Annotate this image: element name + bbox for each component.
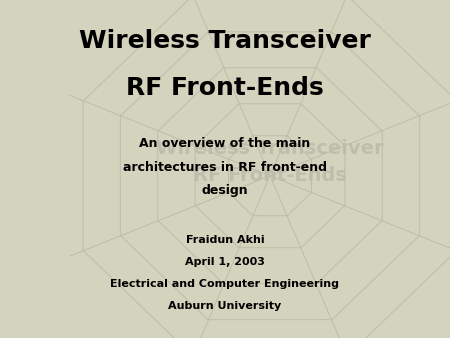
Text: Electrical and Computer Engineering: Electrical and Computer Engineering bbox=[111, 279, 339, 289]
Text: An overview of the main: An overview of the main bbox=[140, 137, 310, 150]
Text: architectures in RF front-end: architectures in RF front-end bbox=[123, 161, 327, 174]
Text: Wireless Transceiver
RF Front-Ends: Wireless Transceiver RF Front-Ends bbox=[156, 140, 384, 185]
Text: Fraidun Akhi: Fraidun Akhi bbox=[186, 235, 264, 245]
Text: RF Front-Ends: RF Front-Ends bbox=[126, 76, 324, 100]
Text: Wireless Transceiver: Wireless Transceiver bbox=[79, 28, 371, 53]
Text: April 1, 2003: April 1, 2003 bbox=[185, 257, 265, 267]
Text: design: design bbox=[202, 185, 248, 197]
Text: Auburn University: Auburn University bbox=[168, 301, 282, 311]
